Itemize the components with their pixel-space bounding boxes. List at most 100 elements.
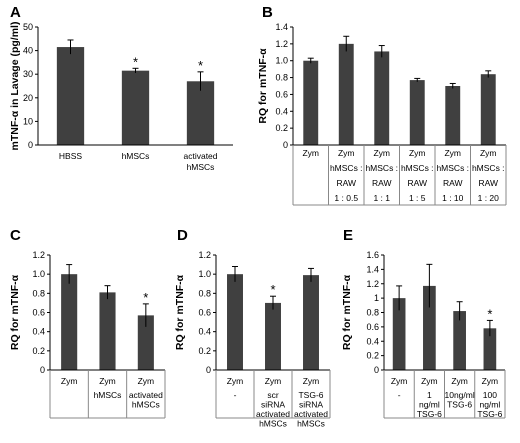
table-cell-text: scr [267, 390, 279, 400]
bar [392, 298, 406, 370]
table-cell-text: RAW [407, 178, 427, 188]
y-axis-title: RQ for mTNF-α [341, 274, 353, 350]
y-tick-label: 1 [374, 293, 379, 303]
table-cell-text: Zym [480, 148, 497, 158]
bar [338, 43, 354, 145]
y-axis-title: RQ for mTNF-α [257, 48, 269, 124]
y-tick-label: 0 [206, 365, 211, 375]
bar [265, 302, 281, 370]
table-cell-text: RAW [336, 178, 356, 188]
y-axis-title: RQ for mTNF-α [174, 274, 186, 350]
y-tick-label: 0.6 [366, 322, 379, 332]
y-tick-label: 0.4 [198, 327, 211, 337]
table-cell-text: 100 [483, 390, 497, 400]
table-cell-text: hMSCs [297, 419, 325, 429]
table-cell-text: 1 : 0.5 [334, 193, 358, 203]
y-tick-label: 0 [374, 365, 379, 375]
table-cell-text: hMSCs : [472, 163, 505, 173]
table-cell-text: Zym [227, 376, 244, 386]
y-axis-title: mTNF-α in Lavage (pg/ml) [9, 22, 21, 151]
table-cell-text: Zym [265, 376, 282, 386]
y-tick-label: 0.8 [275, 73, 288, 83]
y-tick-label: 0.8 [198, 288, 211, 298]
y-tick-label: 50 [23, 22, 33, 32]
bar [56, 47, 85, 146]
table-cell-text: TSG-6 [298, 390, 323, 400]
table-cell-text: activated [294, 409, 328, 419]
table-cell-text: RAW [478, 178, 498, 188]
bar [303, 275, 319, 370]
y-tick-label: 0.2 [32, 346, 45, 356]
bar [374, 51, 390, 145]
table-cell-text: Zym [302, 148, 319, 158]
chart-panel-e: E 0 0.2 0.4 0.6 0.8 1 1.2 1.4 1.6 RQ for mTNF-α * Zy… [341, 227, 506, 419]
table-cell-text: - [398, 390, 401, 400]
bar [483, 328, 497, 370]
bar [480, 74, 496, 145]
table-cell-text: 1 [427, 390, 432, 400]
y-tick-label: 0.6 [275, 89, 288, 99]
y-tick-label: 0.4 [275, 106, 288, 116]
table-cell-text: 1 : 20 [478, 193, 500, 203]
x-tick-label: HBSS [59, 151, 82, 161]
y-tick-label: 0.2 [275, 123, 288, 133]
table-cell-text: RAW [372, 178, 392, 188]
bar [303, 60, 319, 145]
y-tick-label: 1.2 [275, 39, 288, 49]
chart-panel-d: D 0 0.2 0.4 0.6 0.8 1.0 1.2 RQ for mTNF-α * Zym - Zy… [174, 227, 331, 429]
table-cell-text: siRNA [299, 400, 323, 410]
y-tick-label: 0 [283, 140, 288, 150]
bar [409, 80, 425, 145]
table-cell-text: Zym [373, 148, 390, 158]
y-tick-label: 30 [23, 69, 33, 79]
x-tick-label: activated [183, 151, 217, 161]
table-cell-text: Zym [391, 376, 408, 386]
bar [186, 81, 215, 145]
bar [121, 70, 150, 145]
table-cell-text: 1 : 10 [442, 193, 464, 203]
table-cell-text: 1 : 1 [373, 193, 390, 203]
y-tick-label: 1.2 [198, 250, 211, 260]
y-tick-label: 1.2 [366, 279, 379, 289]
y-tick-label: 0.6 [198, 308, 211, 318]
table-cell-text: - [234, 390, 237, 400]
y-tick-label: 0 [28, 140, 33, 150]
y-tick-label: 1.2 [32, 250, 45, 260]
bar [137, 315, 154, 370]
y-tick-label: 0 [40, 365, 45, 375]
y-tick-label: 1.0 [198, 269, 211, 279]
panel-label: D [177, 227, 188, 244]
y-tick-label: 0.4 [32, 327, 45, 337]
significance-marker: * [270, 282, 275, 297]
y-tick-label: 40 [23, 46, 33, 56]
y-tick-label: 1.0 [32, 269, 45, 279]
table-cell-text: hMSCs [94, 390, 122, 400]
chart-panel-c: C 0 0.2 0.4 0.6 0.8 1.0 1.2 RQ for mTNF-α * Zym Zym… [9, 227, 166, 419]
y-tick-label: 0.8 [366, 308, 379, 318]
y-tick-label: 1.0 [275, 56, 288, 66]
bar [99, 292, 116, 370]
y-tick-label: 0.6 [32, 308, 45, 318]
bar [61, 274, 78, 370]
chart-panel-b: B 0 0.2 0.4 0.6 0.8 1.0 1.2 1.4 RQ for mTNF-α Zym Z… [257, 4, 507, 206]
panel-label: C [10, 227, 21, 244]
table-cell-text: TSG-6 [477, 409, 502, 419]
bar [453, 311, 466, 370]
bar [227, 274, 243, 370]
significance-marker: * [143, 290, 148, 305]
significance-marker: * [198, 58, 203, 73]
y-tick-label: 0.4 [366, 336, 379, 346]
table-cell-text: hMSCs : [330, 163, 363, 173]
table-cell-text: Zym [338, 148, 355, 158]
table-cell-text: hMSCs : [401, 163, 434, 173]
table-cell-text: Zym [61, 376, 78, 386]
y-tick-label: 0.8 [32, 288, 45, 298]
table-cell-text: hMSCs [132, 400, 160, 410]
table-cell-text: activated [129, 390, 163, 400]
table-cell-text: hMSCs : [365, 163, 398, 173]
table-cell-text: Zym [482, 376, 499, 386]
table-cell-text: Zym [444, 148, 461, 158]
y-tick-label: 0.2 [198, 346, 211, 356]
